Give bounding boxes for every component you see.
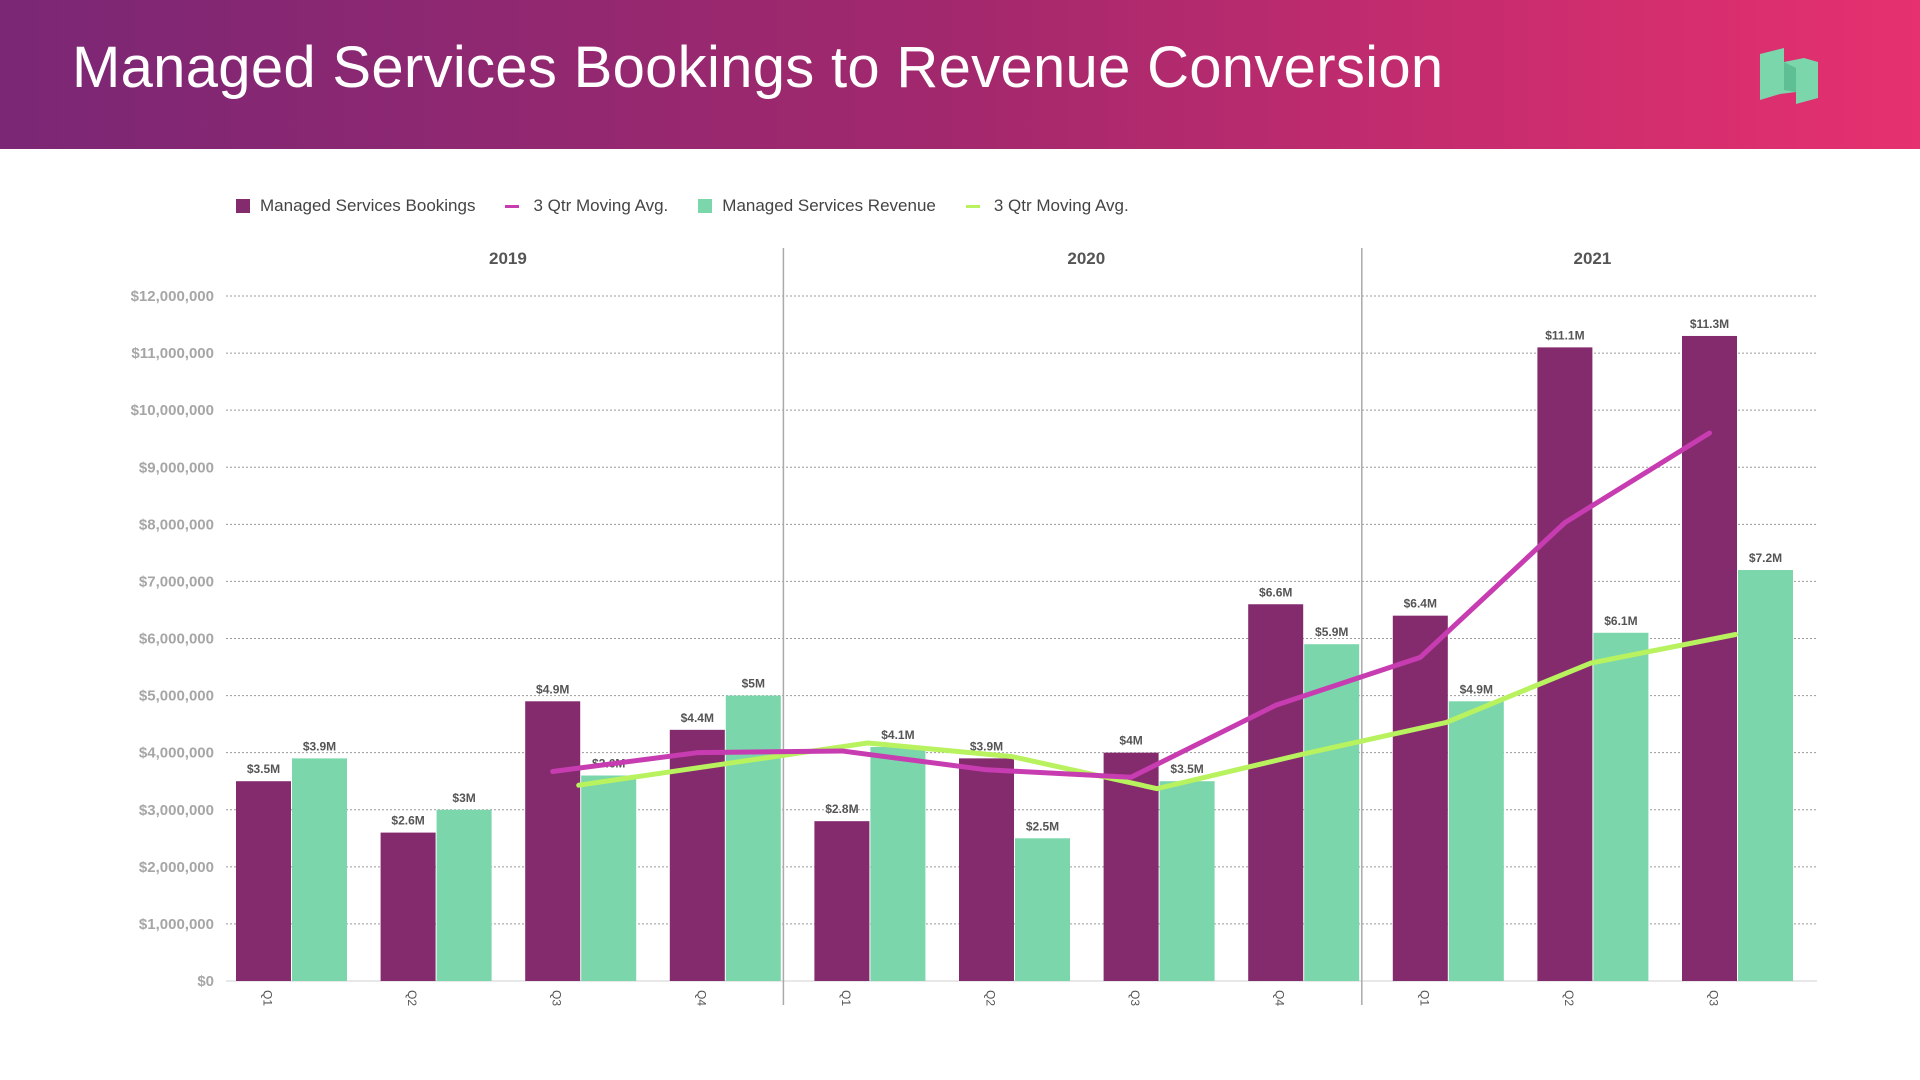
y-tick-label: $6,000,000 [139, 631, 214, 648]
x-tick-label: Q4 [1273, 990, 1287, 1006]
x-tick-label: Q1 [1417, 990, 1431, 1006]
bookings-data-label: $11.1M [1545, 328, 1584, 342]
revenue-data-label: $6.1M [1604, 614, 1637, 628]
legend-line-swatch [505, 204, 520, 208]
bookings-bar [814, 821, 870, 981]
x-tick-label: Q3 [1128, 990, 1142, 1006]
legend-item: 3 Qtr Moving Avg. [965, 196, 1129, 216]
bookings-data-label: $4.4M [681, 711, 714, 725]
y-tick-label: $5,000,000 [139, 688, 214, 705]
y-tick-label: $1,000,000 [139, 916, 214, 933]
bookings-bar [236, 781, 291, 981]
legend-line-swatch [965, 204, 980, 208]
bookings-data-label: $3.9M [970, 739, 1003, 753]
revenue-data-label: $5M [742, 677, 765, 691]
group-label: 2021 [1573, 249, 1611, 268]
bookings-data-label: $4.9M [536, 682, 569, 696]
group-label: 2020 [1067, 249, 1105, 268]
revenue-data-label: $3.9M [303, 739, 336, 753]
revenue-data-label: $3M [452, 791, 475, 805]
bookings-data-label: $2.8M [825, 802, 858, 816]
revenue-data-label: $5.9M [1315, 625, 1348, 639]
revenue-data-label: $7.2M [1749, 551, 1782, 565]
y-tick-label: $10,000,000 [131, 402, 214, 419]
revenue-data-label: $4.9M [1460, 682, 1493, 696]
y-tick-label: $8,000,000 [139, 516, 214, 533]
bookings-bar [1103, 752, 1159, 981]
legend-label: Managed Services Revenue [722, 196, 936, 215]
y-tick-label: $12,000,000 [131, 288, 214, 305]
legend-swatch [698, 199, 713, 213]
revenue-bar [292, 758, 347, 981]
legend-label: 3 Qtr Moving Avg. [993, 196, 1129, 215]
bookings-data-label: $3.5M [247, 762, 280, 776]
legend-label: Managed Services Bookings [260, 196, 476, 215]
page-title: Managed Services Bookings to Revenue Con… [72, 35, 1444, 100]
legend-item: Managed Services Bookings [236, 196, 475, 216]
x-tick-label: Q3 [550, 990, 564, 1006]
revenue-bar [1738, 570, 1793, 981]
x-tick-label: Q2 [1562, 990, 1576, 1006]
y-tick-label: $0 [197, 973, 214, 990]
bookings-bar [525, 701, 581, 981]
y-tick-label: $9,000,000 [139, 459, 214, 476]
y-tick-label: $11,000,000 [131, 345, 214, 362]
legend-swatch [236, 199, 250, 213]
y-tick-label: $3,000,000 [139, 802, 214, 819]
y-tick-label: $7,000,000 [139, 573, 214, 590]
bookings-data-label: $4M [1119, 734, 1142, 748]
legend-label: 3 Qtr Moving Avg. [533, 196, 669, 215]
bookings-data-label: $6.4M [1404, 597, 1437, 611]
x-tick-label: Q1 [261, 990, 275, 1006]
bookings-data-label: $2.6M [391, 814, 424, 828]
legend-item: Managed Services Revenue [698, 196, 936, 216]
book-logo-icon [1760, 48, 1818, 104]
bookings-bar [380, 832, 436, 981]
revenue-data-label: $2.5M [1026, 819, 1059, 833]
revenue-bar [870, 746, 926, 981]
revenue-bar [1448, 701, 1504, 981]
y-tick-label: $2,000,000 [139, 859, 214, 876]
revenue-bar [725, 695, 781, 981]
revenue-data-label: $3.5M [1170, 762, 1203, 776]
x-tick-label: Q2 [405, 990, 419, 1006]
revenue-bar [1304, 644, 1360, 981]
bookings-bar [1392, 615, 1448, 981]
revenue-bar [1593, 632, 1649, 981]
bookings-data-label: $6.6M [1259, 585, 1292, 599]
bookings-moving-avg-line [550, 430, 1712, 780]
x-tick-label: Q1 [839, 990, 853, 1006]
y-tick-label: $4,000,000 [139, 745, 214, 762]
legend-item: 3 Qtr Moving Avg. [505, 196, 668, 216]
bookings-bar [959, 758, 1014, 981]
revenue-data-label: $4.1M [881, 728, 914, 742]
revenue-bar [1015, 838, 1070, 981]
group-label: 2019 [489, 249, 527, 268]
revenue-bar [436, 809, 492, 981]
header-banner: Managed Services Bookings to Revenue Con… [0, 0, 1920, 149]
x-tick-label: Q3 [1707, 990, 1721, 1006]
revenue-moving-avg-line [576, 632, 1738, 792]
chart-legend: Managed Services Bookings 3 Qtr Moving Av… [236, 194, 1159, 218]
revenue-bar [581, 775, 637, 981]
x-tick-label: Q2 [984, 990, 998, 1006]
x-tick-label: Q4 [694, 990, 708, 1006]
revenue-bar [1159, 781, 1215, 981]
bookings-bar [1248, 604, 1304, 981]
bookings-data-label: $11.3M [1690, 317, 1729, 331]
